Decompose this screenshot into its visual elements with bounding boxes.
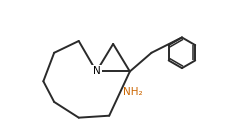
Text: N: N	[92, 66, 100, 76]
Text: NH₂: NH₂	[123, 87, 143, 97]
